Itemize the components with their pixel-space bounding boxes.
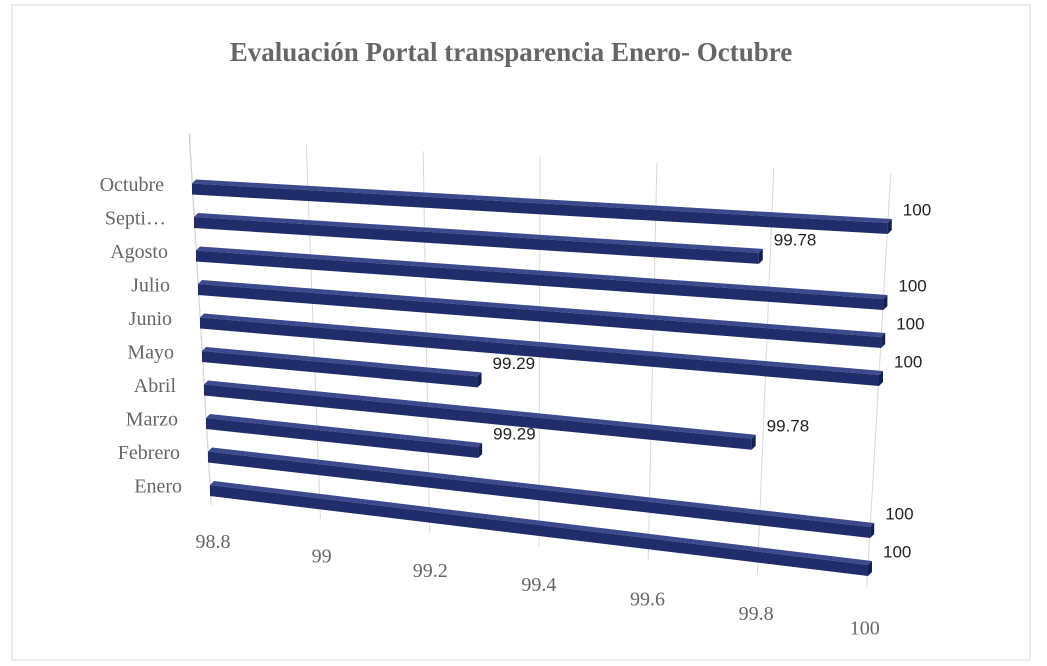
y-tick-label: Marzo — [126, 409, 178, 431]
y-tick-label: Mayo — [127, 342, 174, 364]
bar-side — [758, 248, 763, 264]
y-tick-label: Abril — [134, 375, 177, 397]
data-label: 100 — [898, 276, 926, 295]
x-tick-label: 100 — [850, 618, 880, 640]
bar — [200, 317, 879, 386]
bar-top — [192, 179, 892, 223]
bar-top — [210, 481, 872, 565]
bar-top — [198, 280, 886, 337]
data-label: 100 — [894, 352, 922, 371]
bar — [208, 451, 871, 538]
data-label: 100 — [883, 542, 911, 561]
bar — [206, 418, 479, 458]
plot-area: 98.8 99 99.2 99.4 99.6 99.8 100 Enero Febrero Mar… — [100, 133, 931, 640]
data-label: 99.29 — [493, 424, 536, 443]
x-tick-label: 98.8 — [196, 531, 231, 553]
bar — [204, 384, 752, 450]
bar-side — [883, 295, 888, 310]
data-label: 100 — [903, 200, 931, 219]
bar-top — [202, 347, 482, 377]
y-tick-label: Enero — [134, 476, 182, 498]
y-tick-label: Febrero — [118, 442, 180, 464]
bar-side — [870, 523, 875, 538]
bar-top — [208, 447, 875, 527]
bar-side — [478, 442, 483, 458]
chart-title: Evaluación Portal transparencia Enero- O… — [230, 37, 792, 67]
bar — [192, 183, 888, 234]
bar-top — [206, 414, 483, 447]
bar-top — [196, 246, 888, 299]
bar-side — [881, 333, 886, 348]
bar-top — [194, 213, 763, 253]
bar — [194, 217, 759, 264]
x-tick-label: 99.6 — [630, 589, 665, 611]
data-label: 99.78 — [774, 230, 817, 249]
bar — [202, 351, 478, 388]
bar — [196, 250, 884, 310]
x-tick-label: 99.4 — [521, 574, 556, 596]
bar-top — [204, 380, 756, 439]
y-tick-label: Julio — [131, 275, 170, 297]
y-tick-label: Octubre — [100, 174, 165, 196]
bar-side — [477, 372, 482, 388]
y-tick-label: Junio — [129, 308, 172, 330]
y-tick-label: Agosto — [110, 241, 168, 263]
bar — [210, 485, 868, 576]
data-label: 99.29 — [493, 354, 536, 373]
data-label: 99.78 — [767, 416, 810, 435]
x-tick-label: 99.8 — [739, 603, 774, 625]
bar-side — [879, 371, 883, 386]
bar-side — [887, 219, 892, 234]
data-label: 100 — [885, 504, 913, 523]
x-tick-label: 99 — [312, 545, 332, 567]
data-label: 100 — [896, 314, 924, 333]
bar-side — [868, 561, 872, 576]
bar-top — [200, 313, 883, 375]
x-tick-label: 99.2 — [413, 560, 448, 582]
bar — [198, 284, 882, 348]
bar-side — [751, 434, 756, 450]
y-tick-label: Septi… — [105, 208, 166, 230]
